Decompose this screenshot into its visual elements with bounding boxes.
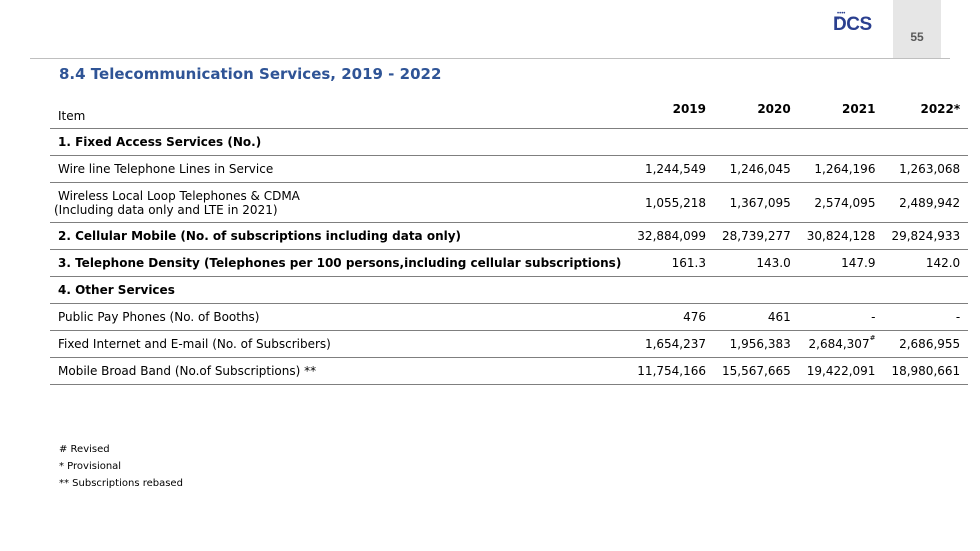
cell-value: 1,055,218	[629, 182, 715, 223]
row-label: 1. Fixed Access Services (No.)	[50, 128, 630, 156]
cell-value: 142.0	[883, 249, 969, 277]
year-header: 2020	[714, 92, 799, 129]
cell-value: 28,739,277	[714, 222, 799, 250]
cell-value	[714, 128, 799, 156]
cell-value: 18,980,661	[883, 357, 969, 385]
cell-value: 1,246,045	[714, 155, 799, 183]
cell-value: 2,684,307#	[798, 330, 884, 358]
table-row: Mobile Broad Band (No.of Subscriptions) …	[50, 357, 969, 385]
row-label: Mobile Broad Band (No.of Subscriptions) …	[50, 357, 630, 385]
logo-dots: •••• • •	[837, 11, 846, 23]
footnote: # Revised	[59, 444, 110, 455]
cell-value: 30,824,128	[798, 222, 884, 250]
table-row: Fixed Internet and E-mail (No. of Subscr…	[50, 330, 969, 358]
cell-value: 1,654,237	[629, 330, 715, 358]
logo-text: DCS	[833, 14, 872, 35]
dcs-logo: •••• • • DCS	[833, 11, 879, 37]
row-label: 4. Other Services	[50, 276, 630, 304]
cell-value: 11,754,166	[629, 357, 715, 385]
cell-value: 1,367,095	[714, 182, 799, 223]
footnotes: # Revised * Provisional ** Subscriptions…	[59, 441, 183, 492]
cell-value	[883, 128, 969, 156]
cell-value: 1,263,068	[883, 155, 969, 183]
cell-value: 161.3	[629, 249, 715, 277]
revised-mark: #	[869, 334, 876, 342]
year-header: 2022*	[883, 92, 969, 129]
cell-value	[629, 276, 715, 304]
table-row: 2. Cellular Mobile (No. of subscriptions…	[50, 222, 969, 250]
row-label-line1: Wireless Local Loop Telephones & CDMA	[58, 188, 300, 203]
cell-value	[798, 128, 884, 156]
row-label: Wireless Local Loop Telephones & CDMA (I…	[50, 182, 630, 223]
cell-value: 32,884,099	[629, 222, 715, 250]
cell-value: 147.9	[798, 249, 884, 277]
year-header: 2021	[798, 92, 884, 129]
page-number-box: 55	[893, 0, 941, 58]
cell-value: 1,956,383	[714, 330, 799, 358]
footnote: * Provisional	[59, 461, 122, 472]
cell-value: -	[883, 303, 969, 331]
item-column-header: Item	[50, 92, 630, 129]
table-header-row: Item 2019 2020 2021 2022*	[50, 92, 969, 129]
cell-value: 476	[629, 303, 715, 331]
table-row: 1. Fixed Access Services (No.)	[50, 128, 969, 156]
table-row: 4. Other Services	[50, 276, 969, 304]
footnote: ** Subscriptions rebased	[59, 478, 183, 489]
cell-value: -	[798, 303, 884, 331]
cell-value: 1,244,549	[629, 155, 715, 183]
cell-value: 1,264,196	[798, 155, 884, 183]
cell-value	[883, 276, 969, 304]
cell-value: 2,686,955	[883, 330, 969, 358]
row-label: Fixed Internet and E-mail (No. of Subscr…	[50, 330, 630, 358]
cell-value: 2,574,095	[798, 182, 884, 223]
table-row: Wireless Local Loop Telephones & CDMA (I…	[50, 182, 969, 223]
cell-value: 19,422,091	[798, 357, 884, 385]
page-title: 8.4 Telecommunication Services, 2019 - 2…	[59, 65, 442, 83]
row-label: 2. Cellular Mobile (No. of subscriptions…	[50, 222, 630, 250]
table-row: Wire line Telephone Lines in Service 1,2…	[50, 155, 969, 183]
cell-value-text: 2,684,307	[808, 337, 870, 351]
cell-value: 461	[714, 303, 799, 331]
page-number: 55	[910, 30, 924, 44]
header-divider	[30, 58, 950, 59]
cell-value	[798, 276, 884, 304]
table-row: 3. Telephone Density (Telephones per 100…	[50, 249, 969, 277]
row-label: Wire line Telephone Lines in Service	[50, 155, 630, 183]
cell-value: 29,824,933	[883, 222, 969, 250]
cell-value: 2,489,942	[883, 182, 969, 223]
row-label-line2: (Including data only and LTE in 2021)	[54, 202, 278, 217]
cell-value: 15,567,665	[714, 357, 799, 385]
row-label: 3. Telephone Density (Telephones per 100…	[50, 249, 630, 277]
year-header: 2019	[629, 92, 715, 129]
cell-value	[714, 276, 799, 304]
cell-value	[629, 128, 715, 156]
cell-value: 143.0	[714, 249, 799, 277]
telecom-table: Item 2019 2020 2021 2022* 1. Fixed Acces…	[50, 92, 969, 385]
row-label: Public Pay Phones (No. of Booths)	[50, 303, 630, 331]
table-row: Public Pay Phones (No. of Booths) 476 46…	[50, 303, 969, 331]
